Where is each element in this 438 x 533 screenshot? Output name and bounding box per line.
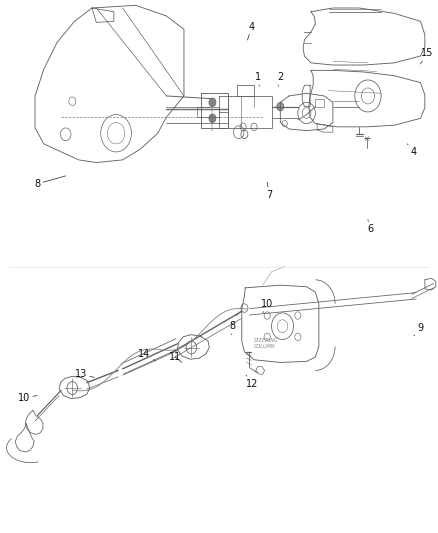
Text: 12: 12 bbox=[246, 375, 258, 389]
Text: STEERING
COLUMN: STEERING COLUMN bbox=[254, 338, 279, 349]
Text: 7: 7 bbox=[266, 182, 272, 199]
Text: 13: 13 bbox=[75, 369, 94, 379]
Text: 4: 4 bbox=[407, 144, 417, 157]
Circle shape bbox=[277, 102, 284, 111]
Text: 11: 11 bbox=[169, 352, 182, 362]
Text: 10: 10 bbox=[18, 393, 37, 403]
Text: 6: 6 bbox=[367, 220, 373, 234]
Text: 8: 8 bbox=[229, 321, 235, 335]
Text: 15: 15 bbox=[420, 49, 433, 64]
Text: 14: 14 bbox=[138, 350, 155, 361]
Text: 1: 1 bbox=[255, 72, 261, 86]
Text: 10: 10 bbox=[261, 299, 273, 313]
Text: 4: 4 bbox=[247, 22, 255, 40]
Circle shape bbox=[209, 114, 216, 123]
Circle shape bbox=[209, 98, 216, 107]
Text: 8: 8 bbox=[34, 176, 66, 189]
Text: 2: 2 bbox=[277, 72, 283, 86]
Text: 9: 9 bbox=[414, 324, 424, 336]
